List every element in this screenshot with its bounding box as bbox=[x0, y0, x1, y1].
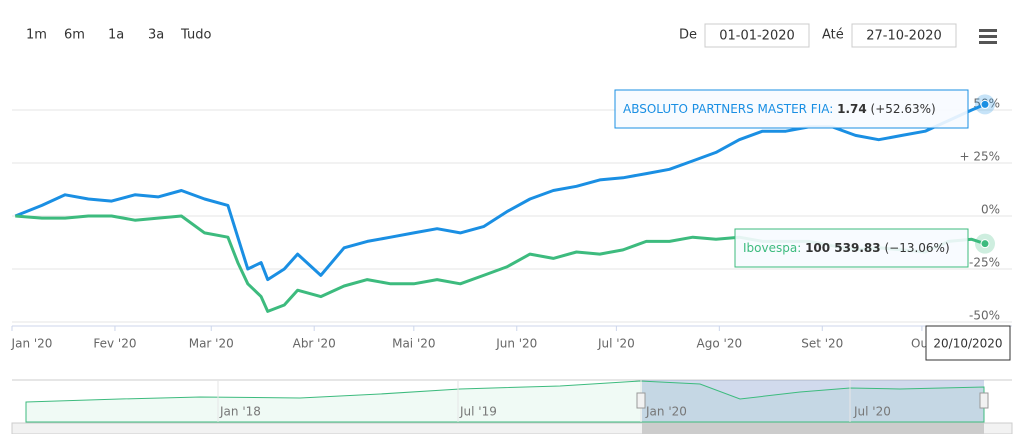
range-buttons: 1m 6m 1a 3a Tudo bbox=[26, 28, 211, 43]
tooltip-box bbox=[734, 228, 969, 268]
navigator-label: Jul '20 bbox=[853, 405, 891, 419]
tooltip-change: (−13.06%) bbox=[884, 241, 949, 255]
range-button[interactable]: 1m bbox=[26, 28, 47, 43]
navigator: Jan '18 Jul '19 Jan '20 Jul '20 bbox=[11, 379, 1013, 435]
range-button[interactable]: 6m bbox=[64, 28, 85, 43]
menu-bar bbox=[979, 41, 997, 44]
navigator-label: Jul '19 bbox=[459, 405, 497, 419]
to-value[interactable]: 27-10-2020 bbox=[866, 29, 942, 44]
y-tick-label: + 25% bbox=[959, 149, 1000, 163]
date-tooltip: 20/10/2020 bbox=[925, 325, 1011, 361]
date-box bbox=[925, 325, 1011, 361]
date-text: 20/10/2020 bbox=[933, 337, 1002, 351]
tooltip: ABSOLUTO PARTNERS MASTER FIA: 1.74 (+52.… bbox=[614, 89, 969, 129]
x-tick-label: Mai '20 bbox=[392, 337, 435, 351]
navigator-label: Jan '18 bbox=[219, 405, 261, 419]
navigator-label: Jan '20 bbox=[645, 405, 687, 419]
range-button[interactable]: 3a bbox=[148, 28, 164, 43]
y-tick-label: 0% bbox=[981, 202, 1000, 216]
tooltip-change: (+52.63%) bbox=[871, 102, 936, 116]
from-value[interactable]: 01-01-2020 bbox=[719, 29, 795, 44]
navigator-handle[interactable] bbox=[979, 392, 989, 409]
tooltip-text: Ibovespa: 100 539.83 (−13.06%) bbox=[743, 241, 950, 255]
tooltip-box bbox=[614, 89, 969, 129]
to-label: Até bbox=[822, 28, 844, 43]
tooltip-value: 100 539.83 bbox=[805, 241, 881, 255]
navigator-mask bbox=[642, 380, 984, 422]
range-button[interactable]: Tudo bbox=[180, 28, 211, 43]
tooltip-series: ABSOLUTO PARTNERS MASTER FIA: bbox=[623, 102, 833, 116]
tooltip: Ibovespa: 100 539.83 (−13.06%) bbox=[734, 228, 969, 268]
menu-bar bbox=[979, 29, 997, 32]
navigator-handle[interactable] bbox=[636, 392, 646, 409]
tooltip-value: 1.74 bbox=[837, 102, 867, 116]
tooltip-text: ABSOLUTO PARTNERS MASTER FIA: 1.74 (+52.… bbox=[623, 102, 936, 116]
x-tick-label: Set '20 bbox=[801, 337, 843, 351]
from-input[interactable] bbox=[704, 23, 810, 48]
hover-marker bbox=[980, 239, 990, 249]
menu-bar bbox=[979, 35, 997, 38]
menu-button[interactable] bbox=[979, 29, 997, 44]
x-tick-label: Mar '20 bbox=[189, 337, 234, 351]
x-tick-label: Jun '20 bbox=[495, 337, 537, 351]
y-tick-label: -50% bbox=[969, 309, 1000, 323]
x-tick-label: Abr '20 bbox=[293, 337, 336, 351]
x-tick-label: Jan '20 bbox=[11, 337, 53, 351]
from-label: De bbox=[679, 28, 697, 43]
x-tick-label: Ago '20 bbox=[697, 337, 743, 351]
x-tick-label: Jul '20 bbox=[597, 337, 635, 351]
x-tick-label: Fev '20 bbox=[93, 337, 136, 351]
y-tick-label: -25% bbox=[969, 255, 1000, 269]
range-button[interactable]: 1a bbox=[108, 28, 124, 43]
hover-marker bbox=[980, 99, 990, 109]
scrollbar-thumb[interactable] bbox=[642, 423, 984, 434]
to-input[interactable] bbox=[851, 23, 957, 48]
tooltip-series: Ibovespa: bbox=[743, 241, 801, 255]
